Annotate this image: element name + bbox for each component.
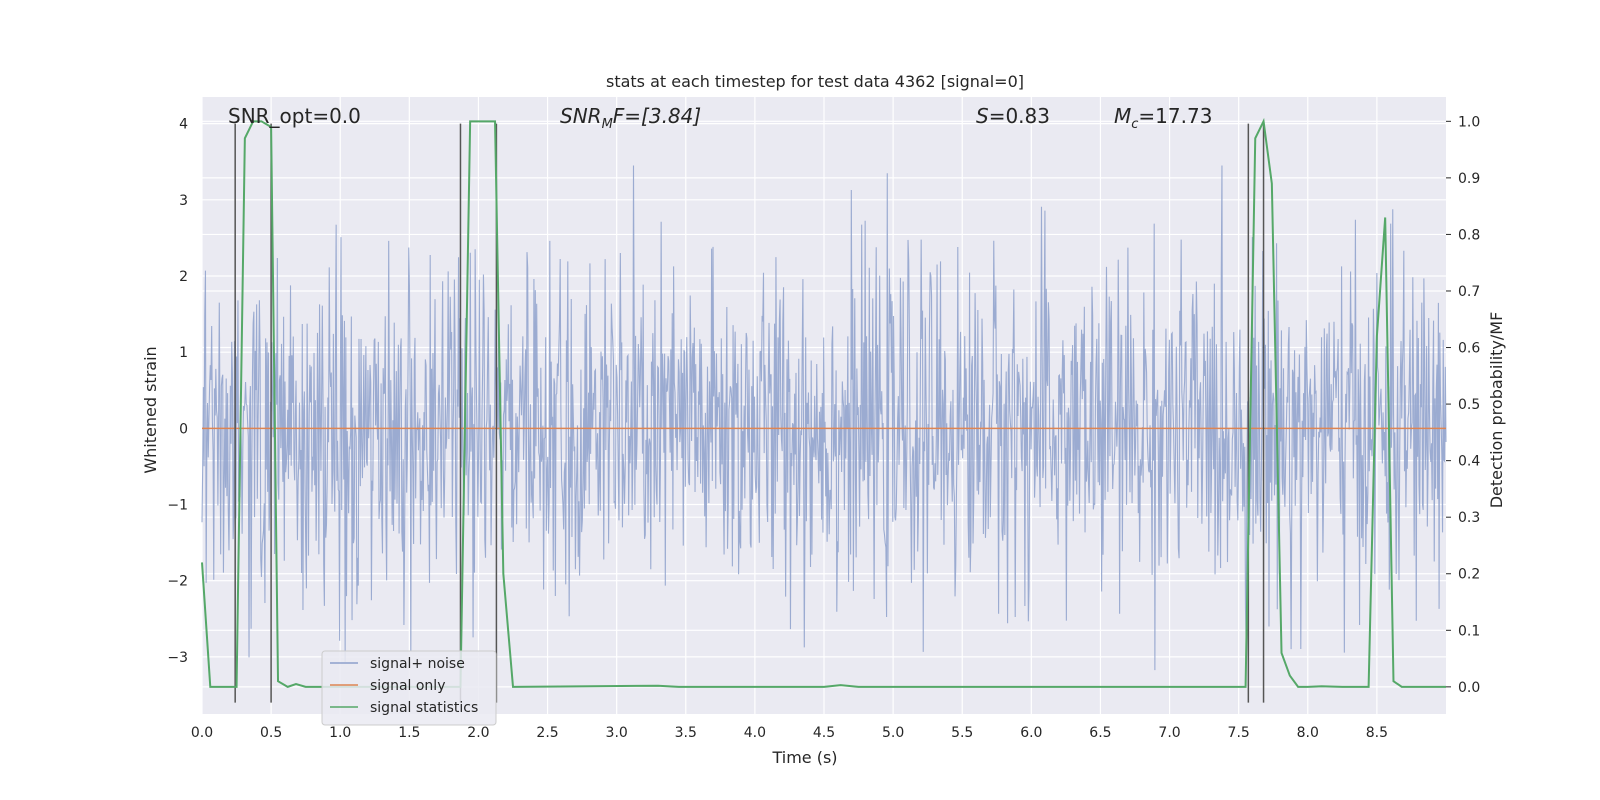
x-tick-label-3: 1.5: [398, 725, 420, 741]
legend-label-signal-statistics: signal statistics: [370, 700, 478, 716]
y-tick-label-right-7: 0.7: [1458, 284, 1480, 300]
x-tick-label-16: 8.0: [1297, 725, 1319, 741]
y-tick-label-0: −3: [167, 650, 188, 666]
y-tick-label-1: −2: [167, 574, 188, 590]
x-tick-label-14: 7.0: [1158, 725, 1180, 741]
y-tick-label-right-6: 0.6: [1458, 341, 1480, 357]
legend: signal+ noise signal only signal statist…: [321, 650, 497, 726]
snr-mf-rest: F=[3.84]: [613, 104, 701, 128]
s-main: S: [976, 104, 989, 128]
x-tick-label-17: 8.5: [1366, 725, 1388, 741]
signal-statistics-series: [201, 117, 1446, 688]
y-tick-label-right-5: 0.5: [1458, 397, 1480, 413]
y-tick-label-5: 2: [179, 269, 188, 285]
mc-main: M: [1114, 104, 1131, 128]
signal-noise-line: [201, 165, 1447, 671]
x-tick-label-7: 3.5: [675, 725, 697, 741]
y-axis-label-left: Whitened strain: [141, 346, 160, 473]
x-tick-label-9: 4.5: [813, 725, 835, 741]
x-tick-label-4: 2.0: [467, 725, 489, 741]
y-axis-ticks-left: −3 −2 −1 0 1 2 3 4: [167, 117, 188, 666]
x-tick-label-6: 3.0: [606, 725, 628, 741]
y-axis-ticks-right: 0.0 0.1 0.2 0.3 0.4 0.5 0.6 0.7 0.8 0.9 1.0: [1446, 114, 1480, 696]
chart-title: stats at each timestep for test data 436…: [606, 72, 1024, 91]
x-tick-label-1: 0.5: [260, 725, 282, 741]
x-tick-label-10: 5.0: [882, 725, 904, 741]
y-tick-label-right-3: 0.3: [1458, 510, 1480, 526]
y-tick-label-right-1: 0.1: [1458, 623, 1480, 639]
signal-noise-series: [201, 165, 1447, 671]
y-tick-label-6: 3: [179, 193, 188, 209]
mc-sub: c: [1131, 117, 1138, 132]
snr-mf-main: SNR: [560, 104, 602, 128]
x-tick-label-8: 4.0: [744, 725, 766, 741]
x-tick-label-15: 7.5: [1228, 725, 1250, 741]
x-tick-label-11: 5.5: [951, 725, 973, 741]
s-annotation: S=0.83: [976, 104, 1050, 128]
s-rest: =0.83: [989, 104, 1050, 128]
x-tick-label-0: 0.0: [191, 725, 213, 741]
mc-annotation: Mc=17.73: [1114, 104, 1212, 132]
y-tick-label-right-0: 0.0: [1458, 680, 1480, 696]
mc-rest: =17.73: [1138, 104, 1212, 128]
snr-mf-sub: M: [602, 117, 613, 132]
snr-opt-annotation: SNR_opt=0.0: [228, 104, 361, 128]
signal-statistics-line: [201, 117, 1446, 688]
x-axis-ticks: 0.0 0.5 1.0 1.5 2.0 2.5 3.0 3.5 4.0 4.5 5.0 5.5 6.0 6…: [191, 725, 1388, 741]
x-tick-label-2: 1.0: [329, 725, 351, 741]
x-tick-label-5: 2.5: [536, 725, 558, 741]
y-tick-label-right-2: 0.2: [1458, 567, 1480, 583]
y-tick-label-right-4: 0.4: [1458, 454, 1480, 470]
y-tick-label-right-9: 0.9: [1458, 171, 1480, 187]
y-tick-label-right-10: 1.0: [1458, 114, 1480, 130]
y-tick-label-right-8: 0.8: [1458, 227, 1480, 243]
y-tick-label-3: 0: [179, 421, 188, 437]
legend-label-signal-noise: signal+ noise: [370, 656, 465, 672]
y-tick-label-2: −1: [167, 498, 188, 514]
x-axis-label: Time (s): [771, 748, 837, 767]
x-tick-label-13: 6.5: [1089, 725, 1111, 741]
x-tick-label-12: 6.0: [1020, 725, 1042, 741]
y-axis-label-right: Detection probability/MF: [1487, 312, 1506, 509]
snr-mf-annotation: SNRMF=[3.84]: [560, 104, 701, 132]
legend-label-signal-only: signal only: [370, 678, 445, 694]
legend-box: [321, 650, 497, 726]
y-tick-label-7: 4: [179, 117, 188, 133]
y-tick-label-4: 1: [179, 345, 188, 361]
